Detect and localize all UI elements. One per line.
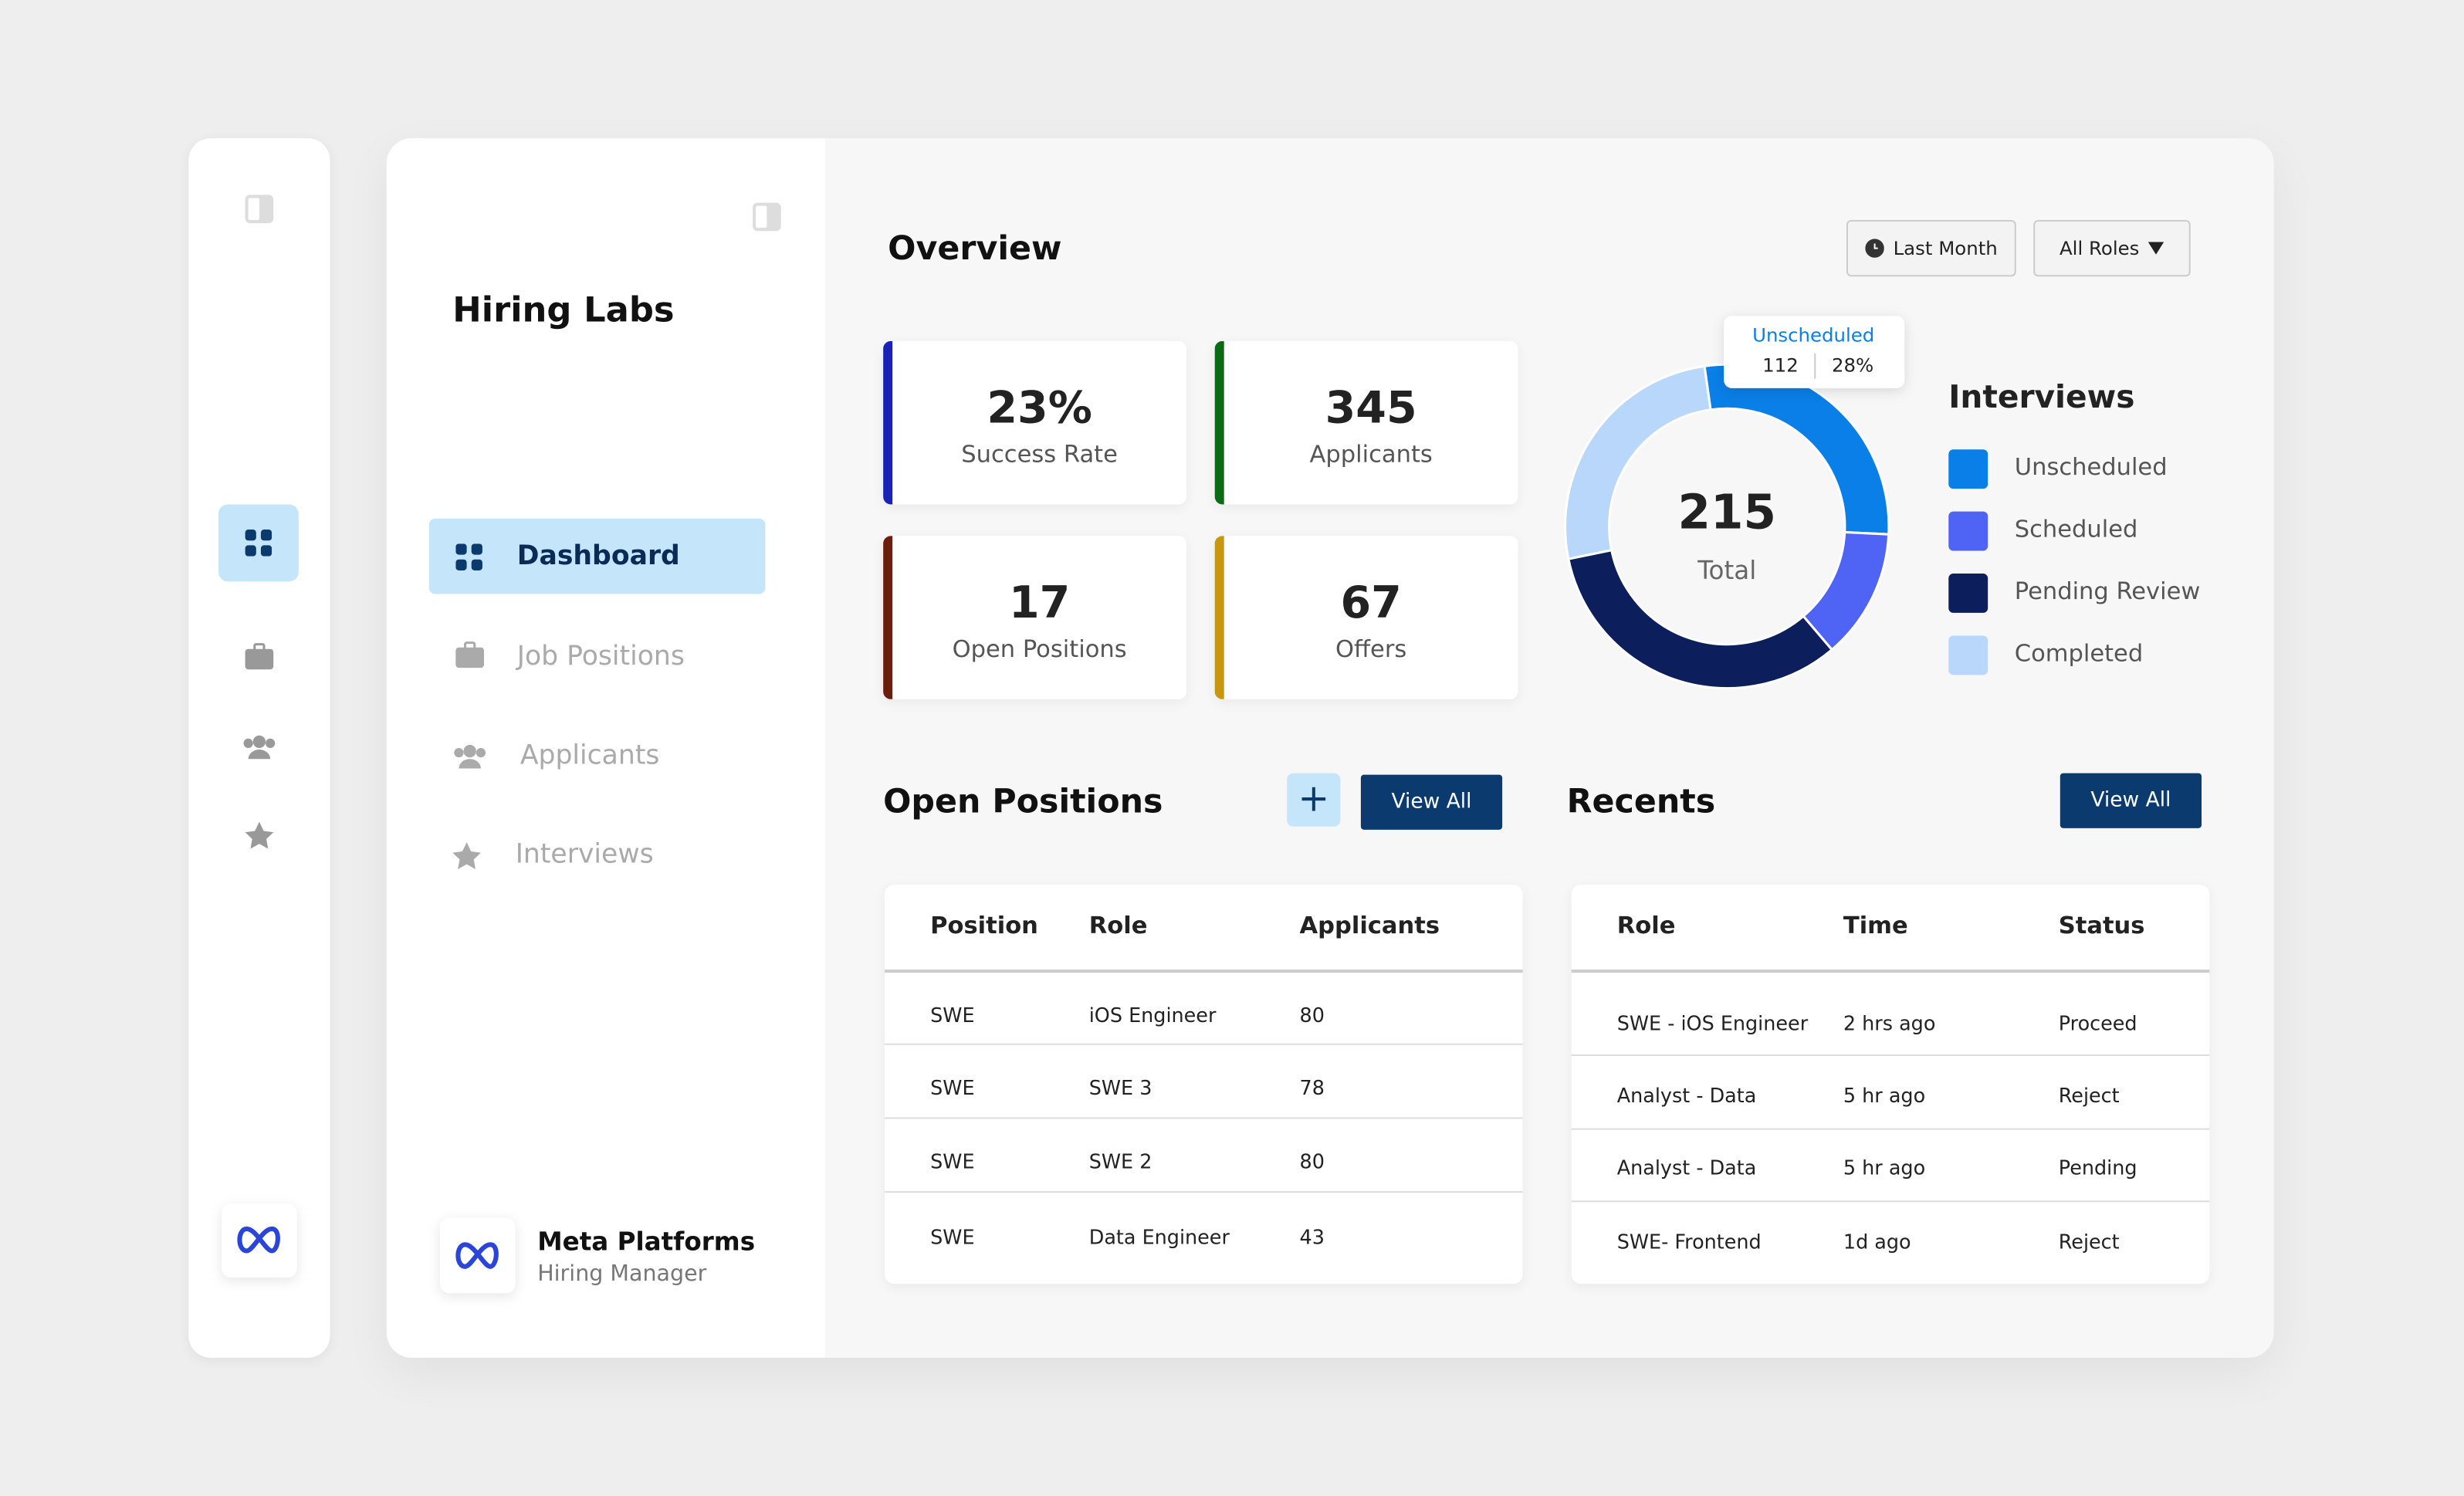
cell: SWE - iOS Engineer (1616, 1010, 1809, 1035)
cell: SWE (930, 1075, 975, 1099)
filter-label: All Roles (2059, 237, 2140, 259)
header-rule (885, 970, 1523, 973)
row-rule (885, 1117, 1523, 1119)
header-rule (1571, 970, 2210, 973)
row-rule (1571, 1200, 2210, 1203)
nav-item[interactable]: Applicants (520, 740, 660, 772)
cell: 1d ago (1843, 1229, 1911, 1254)
column-header: Applicants (1299, 911, 1440, 940)
cell: 43 (1299, 1224, 1325, 1249)
section-title: Open Positions (883, 782, 1163, 821)
row-rule (1571, 1128, 2210, 1130)
add-button[interactable]: + (1287, 773, 1341, 827)
cell: SWE (930, 1003, 975, 1027)
rail-jobs[interactable] (244, 643, 276, 672)
cell: 78 (1299, 1075, 1325, 1099)
cell: Pending (2058, 1156, 2137, 1180)
recents-table: Role Time Status SWE - iOS Engineer 2 hrs ag… (1571, 885, 2210, 1284)
view-all-button[interactable]: View All (1360, 774, 1503, 830)
filter-date[interactable]: Last Month (1846, 219, 2016, 277)
cell: 5 hr ago (1843, 1156, 1926, 1180)
column-header: Time (1843, 911, 1908, 940)
nav-active-bg (428, 518, 766, 594)
cell: 80 (1299, 1003, 1325, 1027)
nav-icon (454, 744, 486, 769)
cell: SWE 2 (1088, 1149, 1152, 1173)
row-rule (885, 1191, 1523, 1193)
section-title: Recents (1566, 782, 1716, 821)
filter-role[interactable]: All Roles (2033, 219, 2191, 277)
column-header: Role (1616, 911, 1676, 940)
nav-item[interactable]: Job Positions (516, 641, 685, 673)
company-logo (439, 1217, 516, 1294)
column-header: Position (930, 911, 1038, 940)
stat-card: 345 Applicants (1214, 340, 1518, 505)
page-title: Overview (888, 229, 1062, 268)
stat-card: 23% Success Rate (883, 340, 1186, 505)
cell: SWE (930, 1224, 975, 1249)
view-all-button[interactable]: View All (2060, 773, 2202, 828)
stat-label: Applicants (1309, 439, 1433, 469)
side-panel (386, 138, 825, 1358)
column-header: Status (2058, 911, 2145, 940)
user-role: Hiring Manager (537, 1261, 707, 1288)
stat-label: Success Rate (961, 439, 1118, 469)
stat-card: 17 Open Positions (883, 536, 1186, 699)
cell: Analyst - Data (1616, 1156, 1757, 1180)
cell: Reject (2058, 1083, 2120, 1108)
stat-value: 23% (987, 381, 1092, 434)
stat-label: Open Positions (952, 635, 1127, 664)
company-name: Meta Platforms (537, 1226, 756, 1257)
cell: SWE (930, 1149, 975, 1173)
nav-icon (452, 842, 481, 869)
cell: Reject (2058, 1229, 2120, 1254)
brand: Hiring Labs (452, 291, 675, 331)
row-rule (1571, 1054, 2210, 1056)
stat-label: Offers (1335, 635, 1407, 664)
rail-applicants[interactable] (240, 733, 278, 761)
cell: iOS Engineer (1088, 1003, 1217, 1027)
nav-item[interactable]: Dashboard (516, 540, 680, 572)
nav-item[interactable]: Interviews (515, 839, 654, 871)
rail-interviews[interactable] (244, 821, 276, 851)
rail-dashboard[interactable] (218, 504, 299, 582)
cell: Proceed (2058, 1010, 2137, 1035)
stat-value: 67 (1340, 577, 1402, 629)
stat-value: 17 (1008, 577, 1071, 629)
cell: 2 hrs ago (1843, 1010, 1936, 1035)
stat-card: 67 Offers (1214, 536, 1518, 699)
nav-icon (455, 543, 482, 570)
cell: 80 (1299, 1149, 1325, 1173)
stat-value: 345 (1325, 381, 1417, 434)
panel-icon[interactable] (751, 201, 783, 233)
cell: Analyst - Data (1616, 1083, 1757, 1108)
cell: SWE 3 (1088, 1075, 1152, 1099)
positions-table: Position Role Applicants SWE iOS Engineer 80 S… (885, 885, 1523, 1284)
cell: SWE- Frontend (1616, 1229, 1762, 1254)
filter-label: Last Month (1893, 237, 1998, 259)
cell: Data Engineer (1088, 1224, 1230, 1249)
icon-rail (188, 138, 330, 1358)
rail-logo (222, 1203, 297, 1278)
panel-icon[interactable] (244, 193, 276, 225)
column-header: Role (1088, 911, 1148, 940)
cell: 5 hr ago (1843, 1083, 1926, 1108)
row-rule (885, 1043, 1523, 1045)
nav-icon (455, 641, 484, 668)
